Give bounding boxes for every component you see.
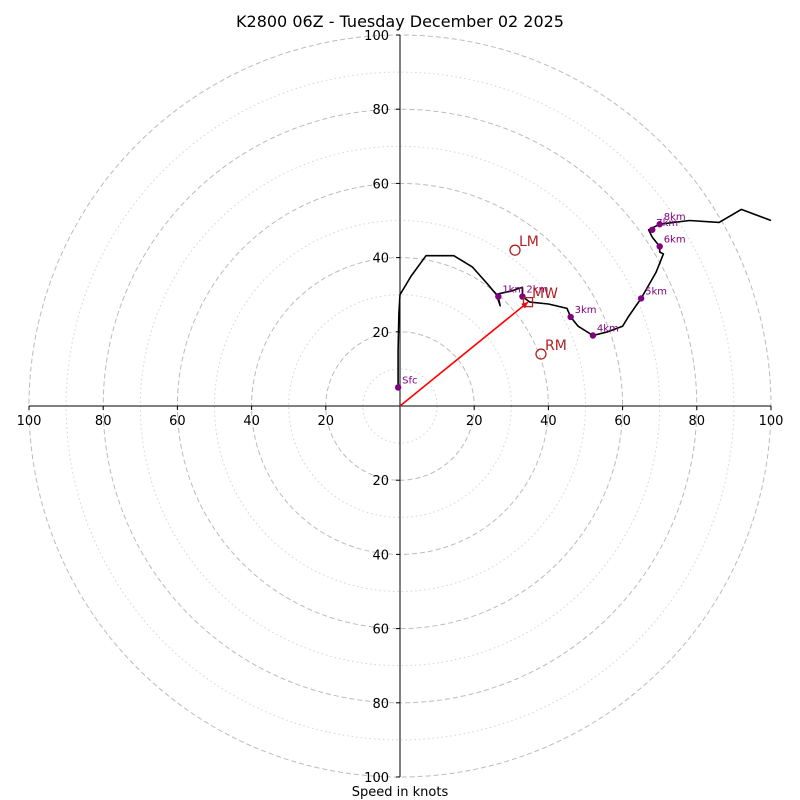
height-marker-1km bbox=[495, 293, 502, 300]
chart-title: K2800 06Z - Tuesday December 02 2025 bbox=[236, 12, 564, 31]
x-tick-label: 80 bbox=[95, 414, 112, 429]
height-marker-2km bbox=[519, 293, 526, 300]
storm-motions: LM MW RM bbox=[509, 234, 567, 360]
y-tick-label: 60 bbox=[372, 177, 389, 192]
tick-labels: 100 80 60 40 20 20 40 60 80 100 100 80 60 40 20 20 40 60 8… bbox=[17, 29, 784, 786]
height-label-3km: 3km bbox=[575, 305, 597, 316]
height-label-sfc: Sfc bbox=[402, 375, 417, 386]
y-tick-label: 60 bbox=[372, 623, 389, 638]
height-label-7km: 7km bbox=[656, 218, 678, 229]
x-tick-label: 100 bbox=[759, 414, 784, 429]
x-tick-label: 100 bbox=[17, 414, 42, 429]
height-label-4km: 4km bbox=[597, 324, 619, 335]
x-tick-label: 60 bbox=[614, 414, 631, 429]
height-marker-8km bbox=[656, 221, 663, 228]
height-marker-4km bbox=[589, 332, 597, 339]
height-label-8km: 8km bbox=[664, 212, 686, 223]
storm-motion-label-mw: MW bbox=[532, 286, 558, 302]
y-tick-label: 20 bbox=[372, 474, 389, 489]
height-label-2km: 2km bbox=[526, 285, 548, 296]
x-tick-label: 40 bbox=[540, 414, 557, 429]
storm-motion-label-rm: RM bbox=[545, 338, 567, 354]
height-label-5km: 5km bbox=[645, 286, 667, 297]
y-tick-label: 80 bbox=[372, 697, 389, 712]
x-tick-label: 20 bbox=[318, 414, 335, 429]
height-marker-6km bbox=[656, 243, 663, 250]
wind-profile-line bbox=[397, 208, 772, 388]
y-tick-label: 20 bbox=[372, 326, 389, 341]
height-marker-3km bbox=[567, 313, 574, 321]
y-tick-label: 100 bbox=[364, 29, 389, 44]
storm-motion-marker-lm bbox=[509, 244, 521, 256]
wind-profile bbox=[397, 208, 772, 388]
x-tick-label: 40 bbox=[243, 414, 260, 429]
x-tick-label: 80 bbox=[689, 414, 706, 429]
storm-motion-label-lm: LM bbox=[519, 234, 539, 250]
height-marker-5km bbox=[637, 295, 645, 302]
y-tick-label: 40 bbox=[372, 252, 389, 267]
storm-motion-marker-mw bbox=[522, 296, 534, 308]
x-axis-label: Speed in knots bbox=[352, 785, 449, 800]
height-marker-7km bbox=[649, 226, 656, 233]
x-tick-label: 20 bbox=[466, 414, 483, 429]
height-marker-sfc bbox=[394, 384, 402, 391]
shear-vector-layer bbox=[399, 301, 529, 407]
y-tick-label: 80 bbox=[372, 103, 389, 118]
storm-motion-marker-rm bbox=[535, 348, 547, 360]
shear-vector bbox=[399, 301, 529, 407]
y-tick-label: 100 bbox=[364, 771, 389, 786]
height-label-6km: 6km bbox=[664, 234, 686, 245]
height-label-1km: 1km bbox=[502, 285, 524, 296]
y-tick-label: 40 bbox=[372, 548, 389, 563]
x-tick-label: 60 bbox=[169, 414, 186, 429]
